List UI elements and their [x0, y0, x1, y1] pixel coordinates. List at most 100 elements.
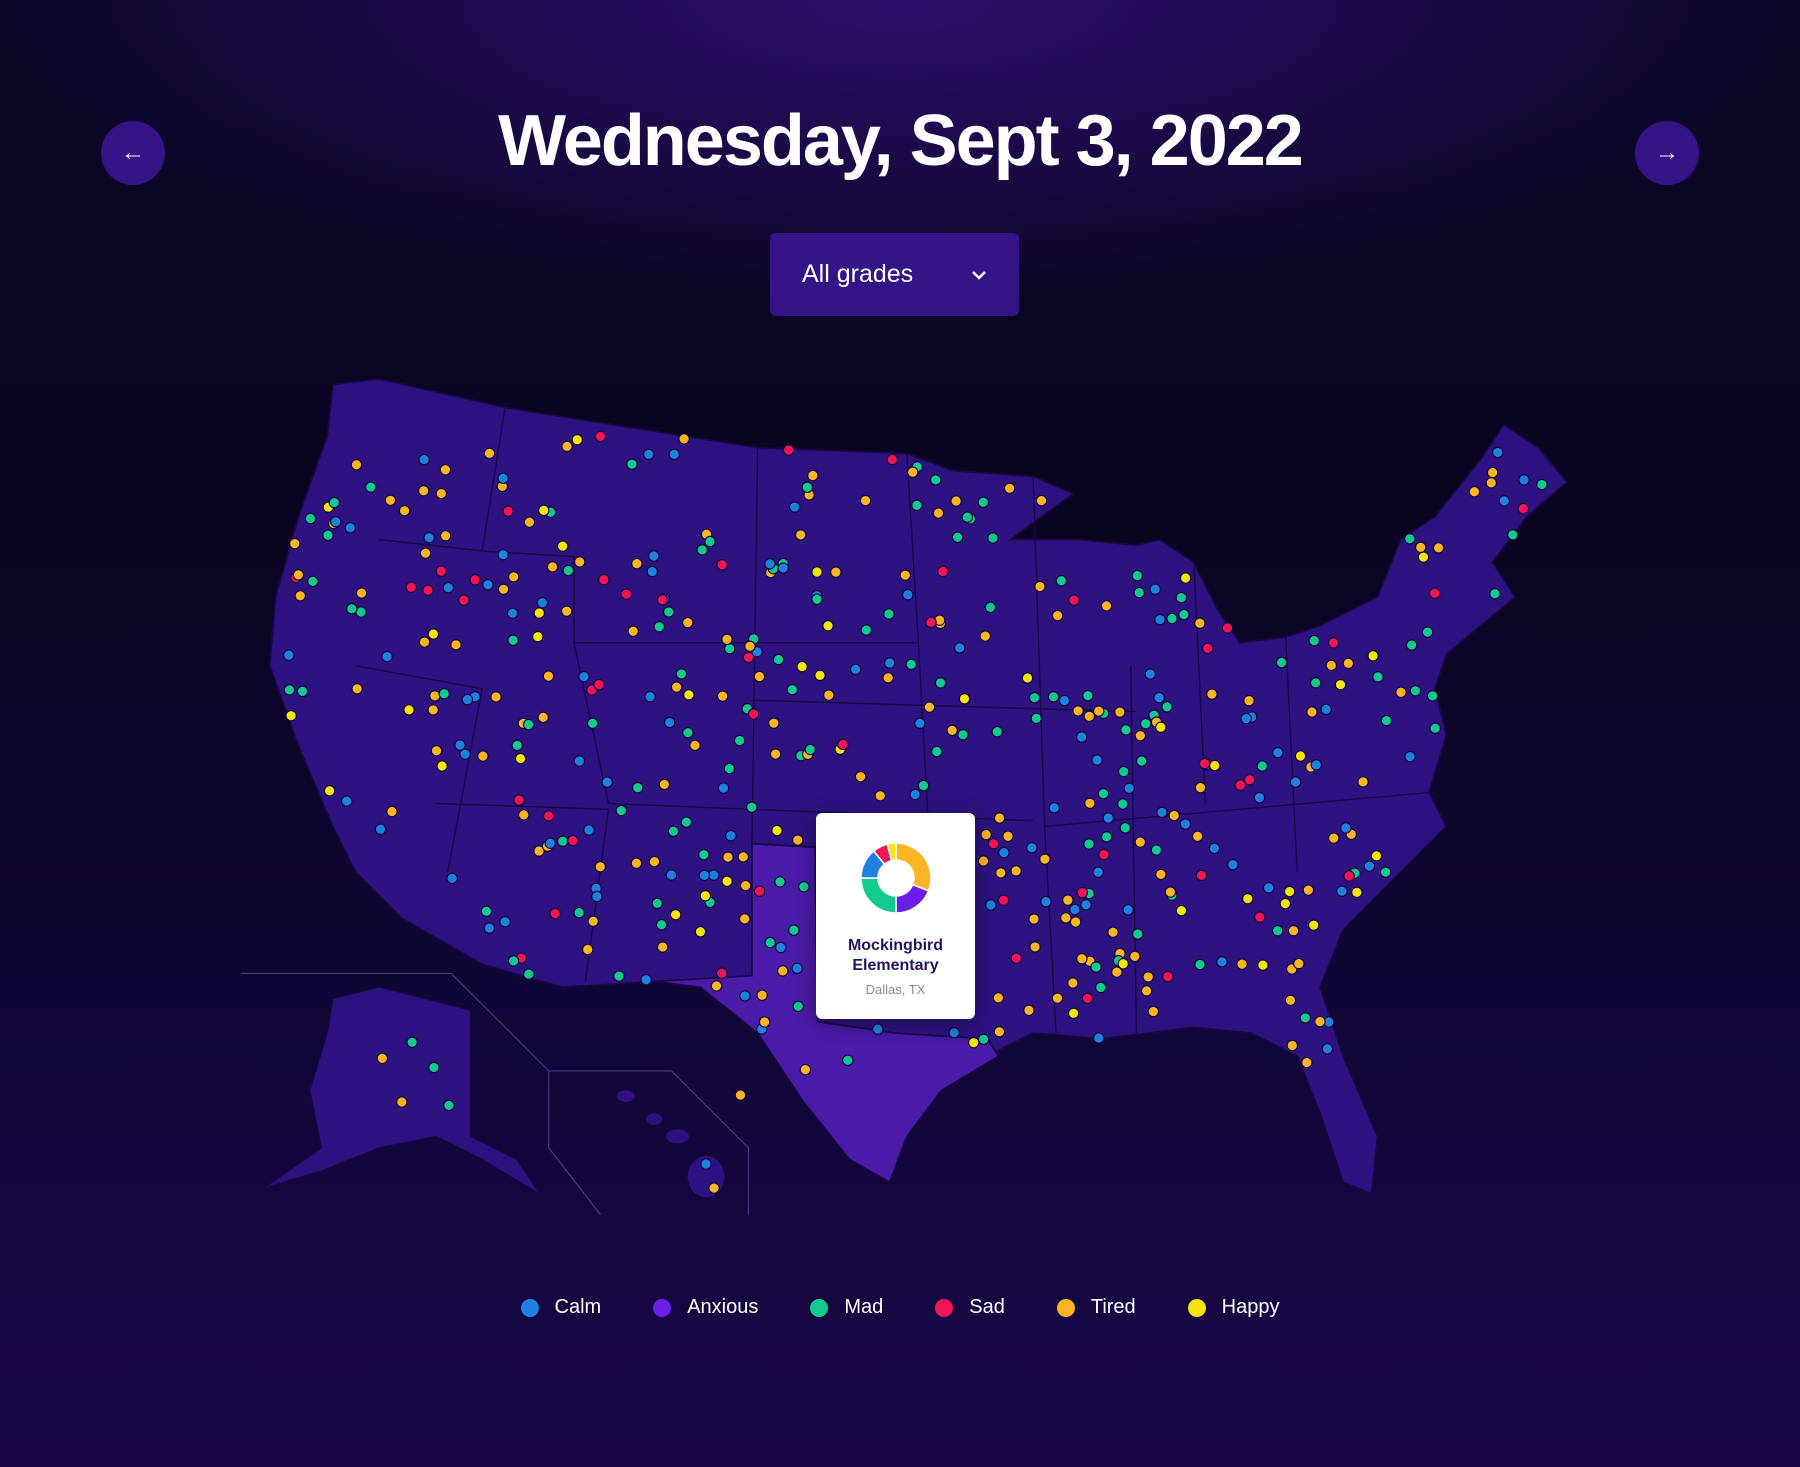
school-marker[interactable]: [1140, 985, 1153, 997]
school-marker[interactable]: [446, 872, 458, 885]
school-marker[interactable]: [631, 557, 643, 570]
school-marker[interactable]: [1343, 870, 1355, 882]
school-marker[interactable]: [899, 569, 912, 581]
school-marker[interactable]: [1404, 750, 1416, 763]
school-marker[interactable]: [1279, 897, 1292, 910]
school-marker[interactable]: [384, 494, 397, 507]
school-marker[interactable]: [571, 433, 583, 446]
school-marker[interactable]: [1309, 677, 1322, 689]
school-marker[interactable]: [874, 790, 887, 802]
school-marker[interactable]: [788, 501, 801, 513]
school-marker[interactable]: [1129, 950, 1141, 963]
school-marker[interactable]: [1342, 657, 1355, 670]
school-marker[interactable]: [1363, 860, 1376, 872]
school-marker[interactable]: [376, 1052, 389, 1065]
school-marker[interactable]: [615, 804, 628, 817]
school-marker[interactable]: [591, 890, 603, 903]
school-marker[interactable]: [934, 677, 947, 689]
school-marker[interactable]: [662, 606, 675, 618]
school-marker[interactable]: [396, 1096, 408, 1108]
school-marker[interactable]: [573, 755, 586, 767]
school-marker[interactable]: [957, 728, 969, 741]
school-marker[interactable]: [744, 640, 756, 653]
school-marker[interactable]: [1302, 884, 1315, 896]
school-marker[interactable]: [1409, 685, 1422, 697]
school-marker[interactable]: [1092, 866, 1104, 878]
school-marker[interactable]: [1299, 1012, 1312, 1024]
school-marker[interactable]: [1468, 486, 1481, 498]
school-marker[interactable]: [1328, 832, 1340, 844]
school-marker[interactable]: [842, 1054, 854, 1066]
school-marker[interactable]: [993, 812, 1006, 824]
school-marker[interactable]: [1028, 691, 1041, 704]
school-marker[interactable]: [950, 495, 962, 507]
school-marker[interactable]: [406, 1036, 418, 1049]
school-marker[interactable]: [292, 569, 305, 581]
school-marker[interactable]: [598, 573, 610, 586]
school-marker[interactable]: [1208, 842, 1221, 855]
school-marker[interactable]: [1155, 868, 1167, 881]
school-marker[interactable]: [1242, 892, 1254, 905]
school-marker[interactable]: [906, 466, 919, 478]
school-marker[interactable]: [1325, 659, 1338, 672]
school-marker[interactable]: [1111, 966, 1123, 978]
school-marker[interactable]: [801, 481, 814, 494]
school-marker[interactable]: [1194, 617, 1206, 629]
next-day-button[interactable]: →: [1635, 121, 1699, 185]
school-marker[interactable]: [443, 1099, 455, 1112]
school-marker[interactable]: [648, 550, 660, 562]
school-marker[interactable]: [1194, 958, 1206, 971]
school-marker[interactable]: [946, 724, 958, 737]
school-marker[interactable]: [911, 499, 923, 512]
school-marker[interactable]: [1117, 765, 1130, 778]
school-marker[interactable]: [777, 562, 790, 574]
school-marker[interactable]: [1428, 587, 1441, 599]
school-marker[interactable]: [669, 908, 682, 921]
school-marker[interactable]: [1395, 686, 1407, 698]
school-marker[interactable]: [1035, 494, 1048, 507]
school-marker[interactable]: [998, 846, 1010, 859]
school-marker[interactable]: [1102, 812, 1115, 824]
school-marker[interactable]: [1093, 705, 1105, 717]
school-marker[interactable]: [823, 689, 835, 701]
school-marker[interactable]: [418, 453, 430, 466]
school-marker[interactable]: [1156, 806, 1168, 819]
school-marker[interactable]: [1028, 913, 1040, 925]
school-marker[interactable]: [1379, 866, 1392, 878]
school-marker[interactable]: [1243, 694, 1255, 707]
school-marker[interactable]: [556, 835, 569, 847]
school-marker[interactable]: [439, 529, 452, 542]
school-marker[interactable]: [798, 881, 810, 893]
school-marker[interactable]: [689, 739, 701, 752]
school-marker[interactable]: [648, 855, 661, 868]
school-marker[interactable]: [1414, 541, 1427, 554]
school-marker[interactable]: [902, 588, 914, 601]
school-marker[interactable]: [1002, 830, 1014, 842]
school-marker[interactable]: [1039, 853, 1051, 865]
school-marker[interactable]: [678, 433, 690, 445]
school-marker[interactable]: [627, 625, 639, 637]
school-marker[interactable]: [837, 738, 849, 751]
school-marker[interactable]: [578, 670, 590, 683]
school-marker[interactable]: [1314, 1015, 1326, 1028]
school-marker[interactable]: [1084, 797, 1096, 810]
school-marker[interactable]: [655, 918, 668, 931]
school-marker[interactable]: [1068, 594, 1080, 606]
school-marker[interactable]: [653, 620, 665, 633]
school-marker[interactable]: [351, 683, 363, 695]
school-marker[interactable]: [586, 717, 599, 730]
school-marker[interactable]: [490, 691, 502, 703]
school-marker[interactable]: [1206, 688, 1218, 700]
school-marker[interactable]: [1080, 899, 1092, 911]
school-marker[interactable]: [776, 965, 789, 977]
school-marker[interactable]: [513, 794, 525, 806]
school-marker[interactable]: [439, 464, 452, 476]
school-marker[interactable]: [458, 594, 470, 606]
school-marker[interactable]: [1334, 678, 1347, 691]
school-marker[interactable]: [1153, 691, 1165, 704]
school-marker[interactable]: [1114, 706, 1126, 718]
school-marker[interactable]: [1107, 926, 1119, 938]
school-marker[interactable]: [854, 770, 867, 783]
school-marker[interactable]: [1498, 495, 1510, 507]
school-marker[interactable]: [772, 653, 785, 666]
